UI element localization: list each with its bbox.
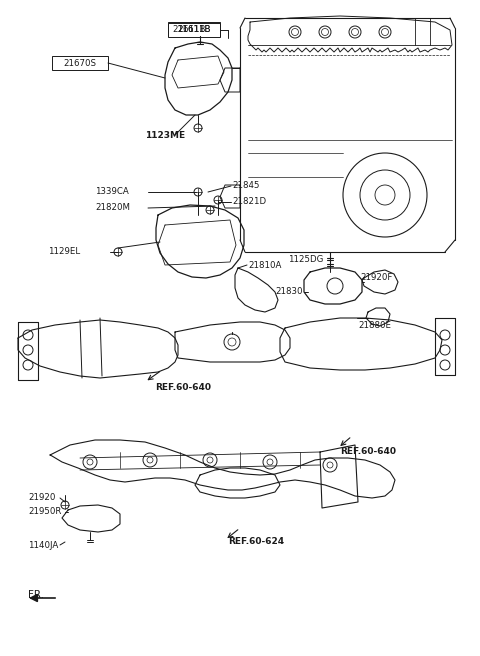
Text: 1125DG: 1125DG <box>288 255 324 264</box>
Text: 21611B: 21611B <box>177 24 211 33</box>
Text: 1140JA: 1140JA <box>28 541 58 550</box>
Text: REF.60-640: REF.60-640 <box>155 384 211 392</box>
Text: REF.60-640: REF.60-640 <box>340 447 396 457</box>
Text: 21611B: 21611B <box>177 26 211 35</box>
Bar <box>168 23 220 37</box>
Text: 21920: 21920 <box>28 493 55 502</box>
Text: 21830: 21830 <box>275 287 302 297</box>
Text: 1129EL: 1129EL <box>48 247 80 256</box>
Text: 21950R: 21950R <box>28 508 61 516</box>
Text: 21611B: 21611B <box>172 24 205 33</box>
Text: 1123ME: 1123ME <box>145 131 185 140</box>
Text: 21810A: 21810A <box>248 260 281 270</box>
Text: 21845: 21845 <box>232 182 260 190</box>
Text: 21821D: 21821D <box>232 197 266 207</box>
Text: FR.: FR. <box>28 590 44 600</box>
Bar <box>168 22 220 36</box>
Text: 21820M: 21820M <box>95 203 130 213</box>
Text: 21670S: 21670S <box>63 58 96 68</box>
Text: 1339CA: 1339CA <box>95 188 129 197</box>
Bar <box>52 56 108 70</box>
Text: 21880E: 21880E <box>358 321 391 329</box>
Text: 21920F: 21920F <box>360 274 392 283</box>
Text: REF.60-624: REF.60-624 <box>228 537 284 546</box>
